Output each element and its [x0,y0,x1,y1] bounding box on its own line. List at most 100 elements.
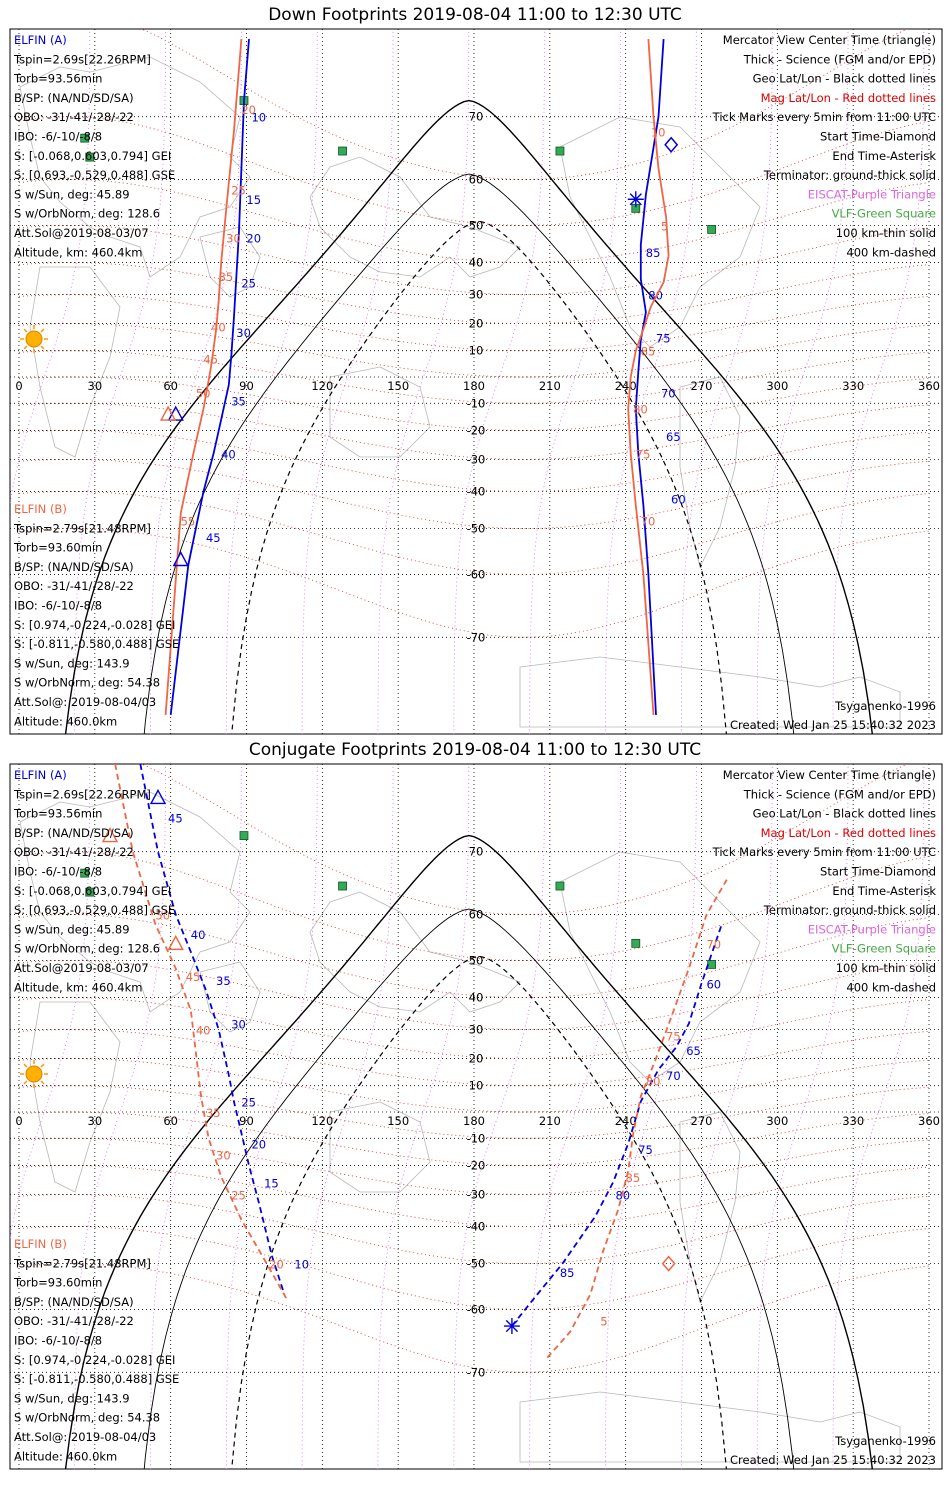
info-line-a: S w/Sun, deg: 45.89 [14,922,130,936]
info-line-a: S: [0.693,-0.529,0.488] GSE [14,903,175,917]
time-tick-label: 30 [231,1017,246,1031]
info-line-a: S: [0.693,-0.529,0.488] GSE [14,168,175,182]
mag-parallel [18,430,930,492]
model-name: Tsyganenko-1996 [834,699,936,713]
legend-entry: 400 km-dashed [846,980,936,994]
time-tick-label: 45 [168,812,183,826]
legend-entry: Start Time-Diamond [820,865,936,879]
info-line-a: Tspin=2.69s[22.26RPM] [13,52,151,66]
time-tick-label: 35 [219,270,234,284]
info-line-a: Altitude, km: 460.4km [14,980,142,994]
x-tick-label: 210 [539,379,561,393]
time-tick-label: 65 [686,1044,701,1058]
mag-parallel [18,1263,930,1373]
continent-outline [19,791,251,1013]
footprint-track [164,39,243,715]
y-tick-label: 10 [469,1079,484,1093]
x-tick-label: 360 [918,1114,940,1128]
info-line-a: ELFIN (A) [14,33,67,47]
time-tick-label: 50 [155,908,170,922]
info-line-a: Torb=93.56min [13,72,102,86]
info-line-b: B/SP: (NA/ND/SD/SA) [14,560,134,574]
mag-parallel [18,323,930,378]
time-tick-label: 75 [638,1143,653,1157]
y-tick-label: 10 [469,344,484,358]
sun-icon [20,325,48,353]
y-tick-label: -70 [467,630,486,644]
y-tick-label: 40 [469,991,484,1005]
info-line-b: OBO: -31/-41/-28/-22 [14,579,134,593]
mag-parallel [18,294,930,352]
mag-parallel [18,376,930,431]
info-line-b: S: [-0.811,-0.580,0.488] GSE [14,637,179,651]
plot-frame [9,28,943,735]
footprint-track [114,764,288,1300]
mag-parallel [18,914,930,998]
center-time-triangle [159,405,177,421]
continent-outline [309,156,521,278]
continent-outline [519,656,901,728]
x-tick-label: 330 [842,1114,864,1128]
terminator-400km [231,220,728,734]
legend-entry: EISCAT-Purple Triangle [808,187,936,201]
vlf-station-marker [85,152,95,162]
terminator-400km [231,955,728,1469]
mag-parallel [18,959,930,1031]
x-tick-label: 300 [766,1114,788,1128]
info-line-b: Tspin=2.79s[21.48RPM] [13,521,151,535]
footprint-track [634,39,665,715]
info-line-b: S w/OrbNorm, deg: 54.38 [14,676,160,690]
info-line-a: S w/OrbNorm, deg: 128.6 [14,207,160,221]
conjugate-footprints-chart: 0 30 60 90 120 150 180 210 240 270 300 330 360 70 60 50… [9,763,943,1470]
terminator-100km [143,173,795,734]
info-line-a: S w/Sun, deg: 45.89 [14,187,130,201]
y-tick-label: -20 [467,1158,486,1172]
x-tick-label: 330 [842,379,864,393]
info-line-b: OBO: -31/-41/-28/-22 [14,1314,134,1328]
vlf-station-marker [707,225,717,234]
continent-outline [329,1101,431,1193]
continent-outline [519,1391,901,1463]
start-diamond-marker [661,1255,676,1272]
time-tick-label: 35 [206,1106,221,1120]
y-tick-label: 50 [469,218,484,232]
x-tick-label: 270 [691,379,713,393]
legend-entry: Terminator: ground-thick solid [763,168,936,182]
continent-outline [29,1001,121,1193]
time-tick-label: 80 [633,403,648,417]
time-tick-label: 35 [216,974,231,988]
asterisk-stroke [629,193,642,206]
legend-entry: 100 km-thin solid [836,961,936,975]
time-tick-label: 25 [231,184,246,198]
info-line-a: Torb=93.56min [13,807,102,821]
legend-entry: Mercator View Center Time (triangle) [723,768,936,782]
continent-outline [199,961,261,1033]
vlf-station-marker [555,881,565,891]
x-tick-label: 180 [463,1114,485,1128]
x-tick-label: 60 [163,1114,178,1128]
time-tick-label: 40 [191,928,206,942]
y-tick-label: -60 [467,568,486,582]
center-time-triangle [172,551,189,567]
legend-entry: End Time-Asterisk [832,884,936,898]
footprint-track [139,764,286,1295]
sun-ray [23,328,28,333]
legend-entry: Mag Lat/Lon - Red dotted lines [761,826,936,840]
time-tick-label: 20 [251,1138,266,1152]
info-line-a: OBO: -31/-41/-28/-22 [14,845,134,859]
time-tick-label: 70 [666,1069,681,1083]
center-time-triangle [101,827,119,843]
time-tick-label: 45 [186,970,201,984]
time-tick-label: 5 [600,1314,607,1328]
info-line-a: S: [-0.068,0.603,0.794] GEI [14,149,171,163]
mag-parallel [18,458,930,530]
mag-parallel [18,1193,930,1265]
info-line-a: OBO: -31/-41/-28/-22 [14,110,134,124]
time-tick-label: 75 [636,447,651,461]
time-tick-label: 40 [211,320,226,334]
time-tick-label: 85 [560,1266,575,1280]
info-line-b: Torb=93.60min [13,1276,102,1290]
info-line-b: S w/OrbNorm, deg: 54.38 [14,1411,160,1425]
time-tick-label: 45 [206,531,221,545]
mag-parallel [140,29,909,180]
